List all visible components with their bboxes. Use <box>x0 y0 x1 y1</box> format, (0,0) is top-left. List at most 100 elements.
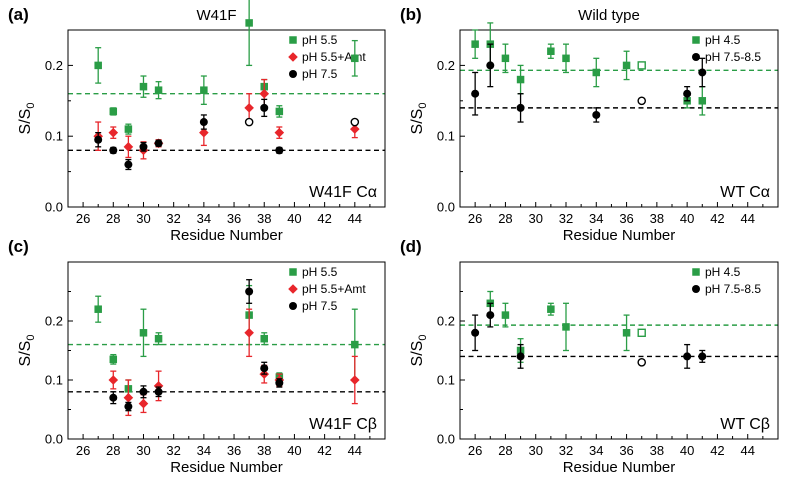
data-point-red <box>244 328 254 338</box>
data-point-green <box>516 75 525 84</box>
x-tick-label: 30 <box>528 443 542 458</box>
y-tick-label: 0.1 <box>45 373 63 388</box>
legend-marker-red <box>288 284 298 294</box>
panel-label: (b) <box>400 5 422 24</box>
data-point-black <box>486 61 495 70</box>
data-point-black <box>124 402 133 411</box>
x-tick-label: 28 <box>498 211 512 226</box>
x-tick-label: 40 <box>287 211 301 226</box>
y-tick-label: 0.1 <box>45 129 63 144</box>
x-tick-label: 38 <box>257 443 271 458</box>
x-axis-label: Residue Number <box>170 459 283 476</box>
data-point-black <box>154 387 163 396</box>
y-axis-label: S/S0 <box>17 103 37 135</box>
x-tick-label: 36 <box>619 211 633 226</box>
legend-label: pH 7.5-8.5 <box>705 282 761 296</box>
x-tick-label: 44 <box>348 443 362 458</box>
x-tick-label: 40 <box>287 443 301 458</box>
x-tick-label: 38 <box>650 443 664 458</box>
data-point-green <box>501 311 510 319</box>
panel-corner-label: WT Cβ <box>720 416 770 433</box>
data-point-green <box>622 61 631 70</box>
data-point-black <box>154 139 163 148</box>
x-tick-label: 26 <box>468 211 482 226</box>
data-point-green <box>592 68 601 77</box>
panel-corner-label: WT Cα <box>720 184 770 201</box>
x-tick-label: 30 <box>528 211 542 226</box>
legend-label: pH 7.5 <box>302 67 338 81</box>
legend-label: pH 7.5 <box>302 299 338 313</box>
y-tick-label: 0.0 <box>437 432 455 447</box>
y-tick-label: 0.2 <box>45 314 63 329</box>
data-point-black <box>139 387 148 396</box>
data-point-red <box>108 375 119 385</box>
legend-marker-green <box>692 268 700 276</box>
data-point-red <box>244 103 254 113</box>
x-tick-label: 28 <box>498 443 512 458</box>
data-point-green <box>139 82 148 91</box>
panel-a: 26 28 30 32 34 36 38 40 42 44 0.0 0.1 0.2 Residue Num… <box>8 0 386 244</box>
x-tick-label: 42 <box>317 211 331 226</box>
y-tick-label: 0.0 <box>45 432 63 447</box>
data-point-red <box>123 142 134 152</box>
x-tick-label: 34 <box>197 211 211 226</box>
panel-label: (a) <box>8 5 29 24</box>
legend-marker-green <box>289 36 297 44</box>
legend-marker-black <box>289 70 297 78</box>
data-point-black <box>683 352 692 361</box>
legend-label: pH 5.5+Amt <box>302 282 366 296</box>
data-point-black <box>683 89 692 98</box>
data-point-green <box>94 305 102 313</box>
data-point-green <box>622 329 631 337</box>
x-tick-label: 40 <box>680 443 694 458</box>
data-point-red <box>123 392 134 403</box>
data-point-black <box>109 146 118 155</box>
x-tick-label: 36 <box>227 211 241 226</box>
data-point-black <box>471 328 480 337</box>
legend-label: pH 5.5 <box>302 265 338 279</box>
x-tick-label: 42 <box>710 443 724 458</box>
data-point-black <box>471 89 480 98</box>
x-tick-label: 34 <box>197 443 211 458</box>
panel-title: W41F <box>196 7 236 24</box>
legend-label: pH 7.5-8.5 <box>705 50 761 64</box>
data-point-red <box>199 127 209 138</box>
data-point-green <box>260 334 268 343</box>
x-tick-label: 40 <box>680 211 694 226</box>
y-tick-label: 0.2 <box>45 58 63 73</box>
data-point-black <box>94 135 103 144</box>
data-point-green <box>698 97 707 105</box>
data-point-black <box>275 378 284 387</box>
data-point-green <box>245 19 253 27</box>
data-point-green <box>562 54 570 63</box>
data-point-red <box>138 398 149 409</box>
data-point-green <box>637 328 646 337</box>
panel-c: 26 28 30 32 34 36 38 40 42 44 0.0 0.1 0.2 Residue Num… <box>8 237 386 476</box>
x-tick-label: 42 <box>710 211 724 226</box>
data-point-black <box>516 352 525 361</box>
y-axis-label: S/S0 <box>409 335 429 367</box>
data-point-black <box>260 364 269 373</box>
x-tick-label: 32 <box>559 211 573 226</box>
data-point-green <box>547 47 555 55</box>
x-tick-label: 28 <box>106 211 120 226</box>
x-tick-label: 32 <box>166 211 180 226</box>
x-axis-label: Residue Number <box>563 227 676 244</box>
legend-marker-red <box>288 52 298 62</box>
x-tick-label: 42 <box>317 443 331 458</box>
data-point-green <box>547 305 555 313</box>
y-tick-label: 0.1 <box>437 129 455 144</box>
x-tick-label: 30 <box>136 211 150 226</box>
y-axis-label: S/S0 <box>409 103 429 135</box>
data-point-red <box>153 381 164 391</box>
x-tick-label: 44 <box>740 443 754 458</box>
data-point-green <box>351 340 359 349</box>
data-point-black <box>199 118 208 127</box>
data-point-red <box>350 375 360 385</box>
plot-frame <box>67 29 386 208</box>
y-tick-label: 0.1 <box>437 373 455 388</box>
data-point-black <box>139 142 148 151</box>
panel-b: 26 28 30 32 34 36 38 40 42 44 0.0 0.1 0.2 Residue Num… <box>400 5 779 244</box>
legend-label: pH 5.5+Amt <box>302 50 366 64</box>
data-point-black <box>109 393 118 402</box>
